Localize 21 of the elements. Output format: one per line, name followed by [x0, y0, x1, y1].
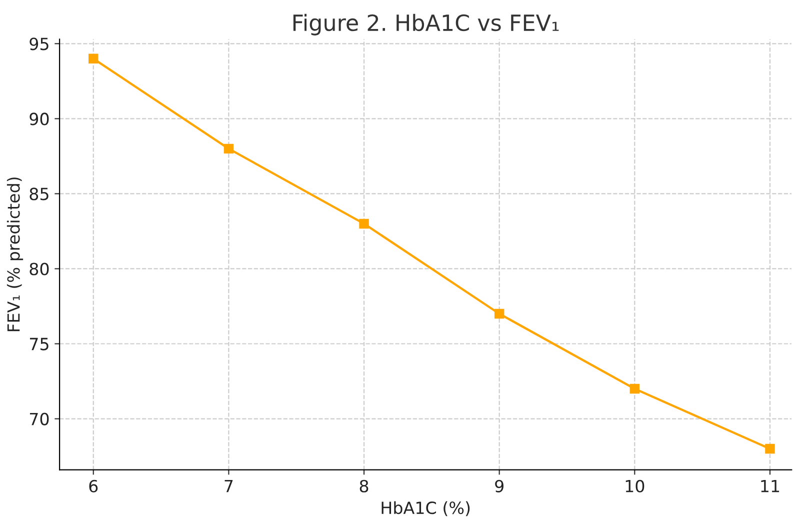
y-axis-title: FEV₁ (% predicted) — [6, 178, 24, 332]
x-tick-label: 10 — [626, 480, 644, 492]
point — [630, 384, 640, 394]
point — [765, 444, 775, 454]
point — [88, 54, 98, 64]
y-tick-label: 85 — [30, 188, 48, 200]
x-tick-label: 11 — [761, 480, 780, 492]
y-tick-label: 90 — [30, 112, 49, 126]
y-tick-label: 75 — [30, 338, 48, 350]
x-tick-label: 9 — [495, 480, 504, 492]
chart-title: Figure 2. HbA1C vs FEV₁ — [293, 14, 559, 36]
point — [224, 144, 234, 154]
y-tick-label: 80 — [30, 262, 49, 276]
x-tick-label: 8 — [360, 480, 368, 492]
x-tick-label: 6 — [89, 480, 98, 492]
y-tick-label: 95 — [30, 38, 48, 50]
y-tick-label: 70 — [30, 412, 49, 426]
x-axis-title: HbA1C (%) — [382, 501, 470, 516]
point — [494, 308, 504, 319]
x-tick-label: 7 — [224, 480, 233, 492]
point — [359, 218, 369, 229]
